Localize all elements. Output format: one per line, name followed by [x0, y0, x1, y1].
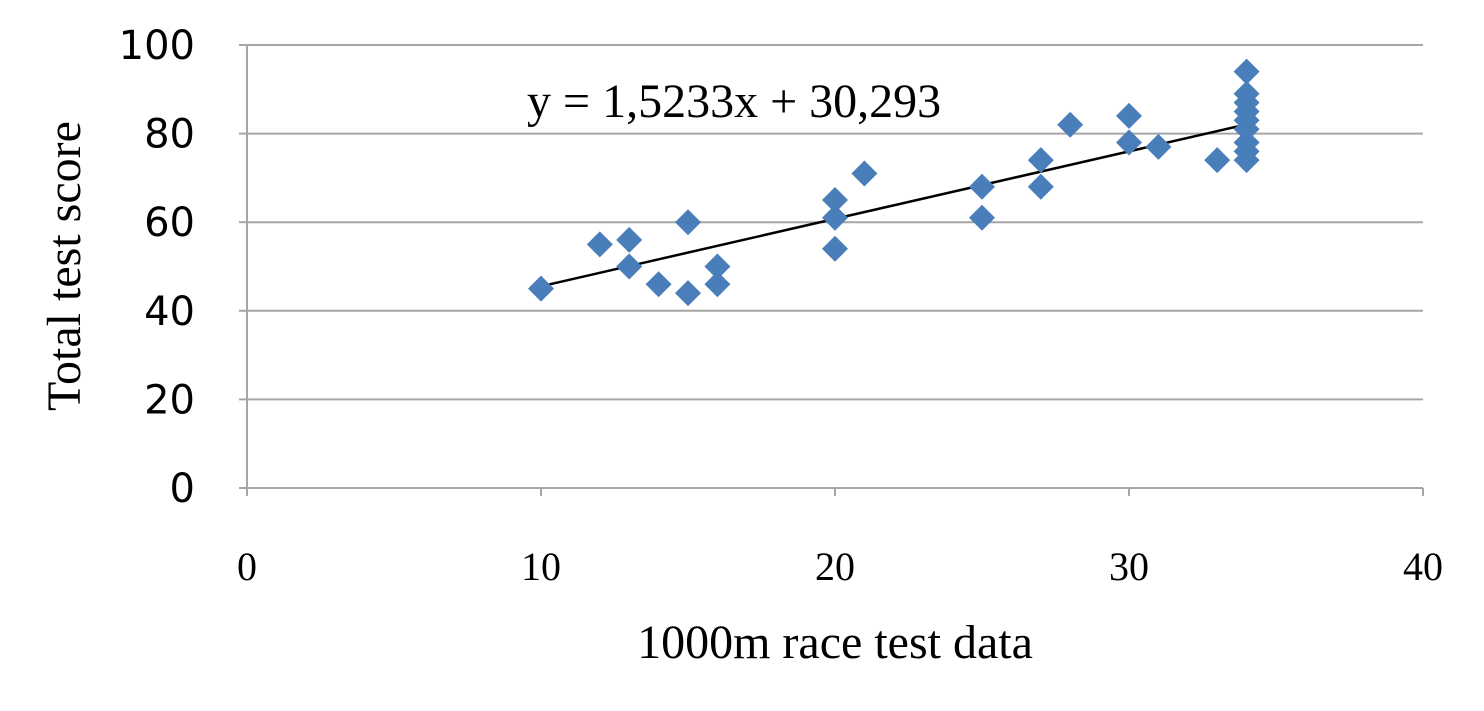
data-point-18: [1116, 102, 1142, 129]
x-axis-tick-labels: 0 10 20 30 40: [237, 544, 1443, 589]
data-point-17: [1057, 111, 1084, 138]
data-point-1: [586, 231, 613, 258]
x-tick-label-30: 30: [1109, 544, 1149, 589]
data-point-7: [704, 253, 731, 280]
trendline-group: [540, 123, 1247, 288]
data-point-9: [822, 187, 848, 214]
x-tick-label-40: 40: [1403, 544, 1443, 589]
y-tick-label-80: 80: [144, 112, 195, 158]
y-tick-label-60: 60: [144, 200, 195, 246]
x-axis-title: 1000m race test data: [637, 616, 1033, 669]
data-point-19: [1116, 129, 1142, 156]
data-point-30: [1233, 147, 1260, 174]
data-point-8: [704, 271, 731, 298]
y-tick-label-20: 20: [144, 377, 195, 423]
trendline: [540, 123, 1247, 288]
y-tick-label-40: 40: [144, 289, 195, 335]
data-point-16: [1027, 173, 1054, 200]
data-point-0: [528, 275, 554, 302]
data-point-21: [1204, 147, 1231, 174]
y-tick-label-0: 0: [170, 466, 195, 512]
data-point-4: [645, 271, 672, 298]
data-point-2: [616, 226, 643, 253]
data-point-27: [1233, 116, 1260, 143]
data-point-20: [1145, 133, 1172, 160]
x-tick-label-20: 20: [815, 544, 855, 589]
y-tick-label-100: 100: [119, 23, 195, 69]
data-point-11: [822, 235, 848, 262]
data-point-15: [1027, 147, 1054, 174]
y-axis-title: Total test score: [38, 121, 91, 411]
data-point-10: [822, 204, 848, 231]
data-point-6: [675, 280, 701, 307]
y-axis-tick-labels: 0 20 40 60 80 100: [119, 23, 195, 512]
x-tick-label-10: 10: [521, 544, 561, 589]
x-tick-label-0: 0: [237, 544, 257, 589]
data-point-13: [969, 173, 995, 200]
trendline-equation: y = 1,5233x + 30,293: [527, 75, 941, 128]
data-points: [528, 58, 1260, 307]
data-point-22: [1233, 58, 1260, 85]
axes: [239, 44, 1424, 496]
data-point-3: [616, 253, 643, 280]
data-point-12: [851, 160, 878, 187]
data-point-5: [675, 209, 701, 236]
data-point-14: [969, 204, 995, 231]
